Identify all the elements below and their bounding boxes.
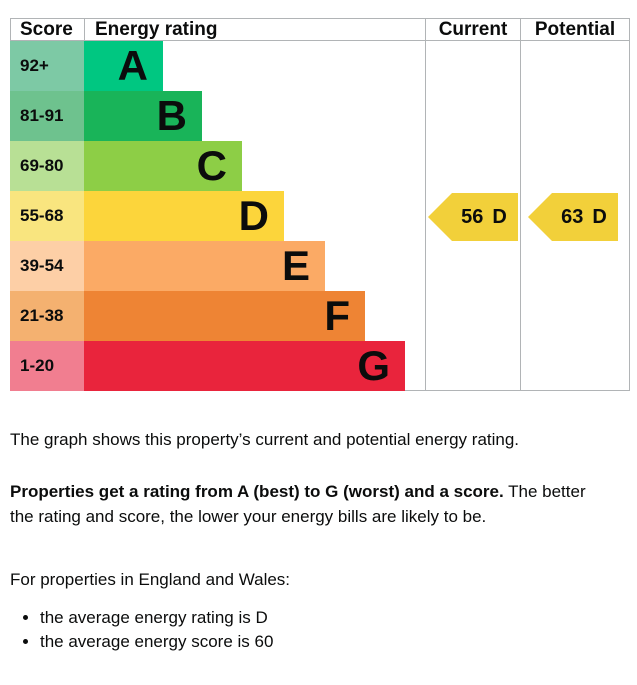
band-row-d: 55-68 D xyxy=(10,191,425,241)
band-row-c: 69-80 C xyxy=(10,141,425,191)
rating-explanation-rest-1: The better xyxy=(503,482,586,501)
chart-header-row: Score Energy rating Current Potential xyxy=(10,18,630,41)
average-score-item: the average energy score is 60 xyxy=(40,630,632,654)
score-range-e: 39-54 xyxy=(10,241,84,291)
band-bar-b: B xyxy=(84,91,202,141)
band-bar-c: C xyxy=(84,141,242,191)
score-range-d: 55-68 xyxy=(10,191,84,241)
score-range-f: 21-38 xyxy=(10,291,84,341)
description-text: The graph shows this property’s current … xyxy=(10,427,632,654)
current-band-letter: D xyxy=(492,205,507,228)
current-rating-arrow: 56 D xyxy=(428,193,518,241)
score-range-a: 92+ xyxy=(10,41,84,91)
rating-explanation-bold: Properties get a rating from A (best) to… xyxy=(10,482,504,501)
band-row-a: 92+ A xyxy=(10,41,425,91)
score-range-c: 69-80 xyxy=(10,141,84,191)
potential-band-letter: D xyxy=(592,205,607,228)
rating-explanation-rest-2: the rating and score, the lower your ene… xyxy=(10,507,487,526)
band-row-g: 1-20 G xyxy=(10,341,425,391)
band-row-f: 21-38 F xyxy=(10,291,425,341)
potential-rating-arrow: 63 D xyxy=(528,193,618,241)
score-range-g: 1-20 xyxy=(10,341,84,391)
score-range-b: 81-91 xyxy=(10,91,84,141)
epc-rating-chart: Score Energy rating Current Potential 92… xyxy=(10,18,630,391)
potential-rating-column: 63 D xyxy=(520,41,630,390)
band-bar-e: E xyxy=(84,241,325,291)
header-current: Current xyxy=(425,19,520,40)
band-bar-f: F xyxy=(84,291,365,341)
band-row-b: 81-91 B xyxy=(10,91,425,141)
header-potential: Potential xyxy=(520,19,630,40)
regional-heading: For properties in England and Wales: xyxy=(10,570,291,589)
header-score: Score xyxy=(10,19,84,40)
current-rating-column: 56 D xyxy=(425,41,520,390)
header-energy-rating: Energy rating xyxy=(84,19,425,40)
band-row-e: 39-54 E xyxy=(10,241,425,291)
chart-body: 92+ A 81-91 B 69-80 C 55-68 D 39-54 E 21-38 F 1-20 G … xyxy=(10,41,630,391)
potential-score-value: 63 xyxy=(561,205,584,228)
band-bar-g: G xyxy=(84,341,405,391)
average-stats-list: the average energy rating is D the avera… xyxy=(10,606,632,654)
band-bar-d: D xyxy=(84,191,284,241)
band-bar-a: A xyxy=(84,41,163,91)
rating-explanation-paragraph: Properties get a rating from A (best) to… xyxy=(10,479,632,529)
average-rating-item: the average energy rating is D xyxy=(40,606,632,630)
band-rows: 92+ A 81-91 B 69-80 C 55-68 D 39-54 E 21-38 F 1-20 G xyxy=(10,41,425,391)
intro-paragraph: The graph shows this property’s current … xyxy=(10,430,520,449)
current-score-value: 56 xyxy=(461,205,484,228)
